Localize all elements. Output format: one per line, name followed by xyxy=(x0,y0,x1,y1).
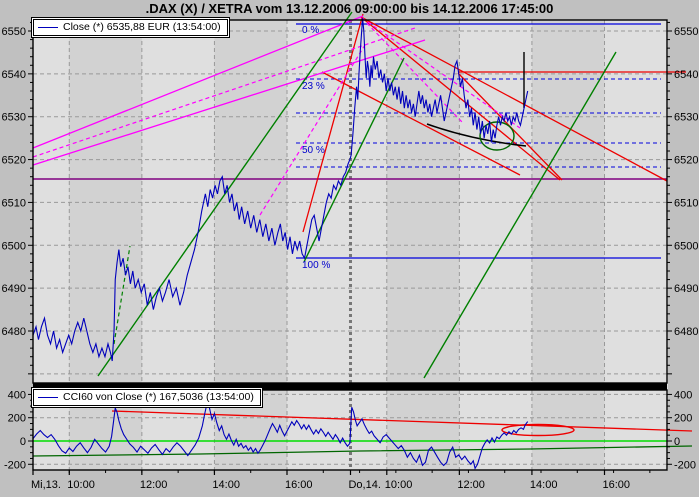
annotation-arc xyxy=(426,123,527,147)
y-axis-label: 0 xyxy=(674,436,680,448)
x-axis-label: 10:00 xyxy=(385,479,413,491)
price-series-line xyxy=(32,18,529,362)
y-axis-label: 6520 xyxy=(674,155,698,167)
y-axis-label: 6550 xyxy=(2,26,26,38)
chart-title: .DAX (X) / XETRA vom 13.12.2006 09:00:00… xyxy=(145,1,554,16)
legend-cci[interactable]: CCI60 von Close (*) 167,5036 (13:54:00) xyxy=(33,389,261,406)
y-axis-label: 6540 xyxy=(674,69,698,81)
trendline xyxy=(113,245,131,345)
trendline xyxy=(111,410,693,432)
legend-main[interactable]: Close (*) 6535,88 EUR (13:54:00) xyxy=(33,19,228,36)
fib-level-label: 100 % xyxy=(302,260,330,271)
y-axis-label: 6480 xyxy=(674,326,698,338)
trendline xyxy=(303,57,405,263)
indicator-line xyxy=(32,445,693,457)
y-axis-label: 6510 xyxy=(2,197,26,209)
y-axis-label: 6490 xyxy=(2,283,26,295)
y-axis-label: 6500 xyxy=(2,240,26,252)
x-axis-label: Do,14. xyxy=(348,479,380,491)
y-axis-label: 400 xyxy=(8,389,26,401)
trendline xyxy=(321,71,521,176)
trendline xyxy=(361,17,463,123)
fib-level-label: 0 % xyxy=(302,25,319,36)
y-axis-label: 6540 xyxy=(2,69,26,81)
fib-level-label: 50 % xyxy=(302,145,325,156)
y-axis-label: 400 xyxy=(674,389,692,401)
y-axis-label: -200 xyxy=(674,459,696,471)
y-axis-label: 6490 xyxy=(674,283,698,295)
x-axis-label: 12:00 xyxy=(457,479,485,491)
trendline xyxy=(423,51,617,379)
x-axis-label: 10:00 xyxy=(67,479,95,491)
x-axis-label: 16:00 xyxy=(602,479,630,491)
y-axis-label: 6520 xyxy=(2,155,26,167)
x-axis-label: 14:00 xyxy=(212,479,240,491)
legend-main-line-swatch xyxy=(38,26,58,28)
y-axis-label: 6510 xyxy=(674,197,698,209)
y-axis-label: 200 xyxy=(8,413,26,425)
x-axis-label: Mi,13. xyxy=(31,479,61,491)
y-axis-label: -200 xyxy=(4,459,26,471)
y-axis-label: 6500 xyxy=(674,240,698,252)
y-axis-label: 6530 xyxy=(674,112,698,124)
trendline xyxy=(32,15,364,149)
main-panel-frame xyxy=(32,19,668,384)
fib-level-label: 23 % xyxy=(302,81,325,92)
x-axis-label: 12:00 xyxy=(140,479,168,491)
y-axis-label: 0 xyxy=(20,436,26,448)
panel-separator xyxy=(33,383,667,390)
x-axis-label: 14:00 xyxy=(530,479,558,491)
y-axis-label: 6480 xyxy=(2,326,26,338)
trendline xyxy=(360,16,561,181)
legend-main-label: Close (*) 6535,88 EUR (13:54:00) xyxy=(63,21,221,33)
cci-series-line xyxy=(32,401,529,470)
trendline xyxy=(302,13,364,233)
y-axis-label: 200 xyxy=(674,413,692,425)
trendline xyxy=(259,44,366,216)
legend-cci-label: CCI60 von Close (*) 167,5036 (13:54:00) xyxy=(63,391,254,403)
legend-cci-line-swatch xyxy=(38,396,58,398)
x-axis-label: 16:00 xyxy=(285,479,313,491)
y-axis-label: 6550 xyxy=(674,26,698,38)
annotation-ellipse xyxy=(501,423,575,437)
trendline xyxy=(97,11,353,377)
y-axis-label: 6530 xyxy=(2,112,26,124)
